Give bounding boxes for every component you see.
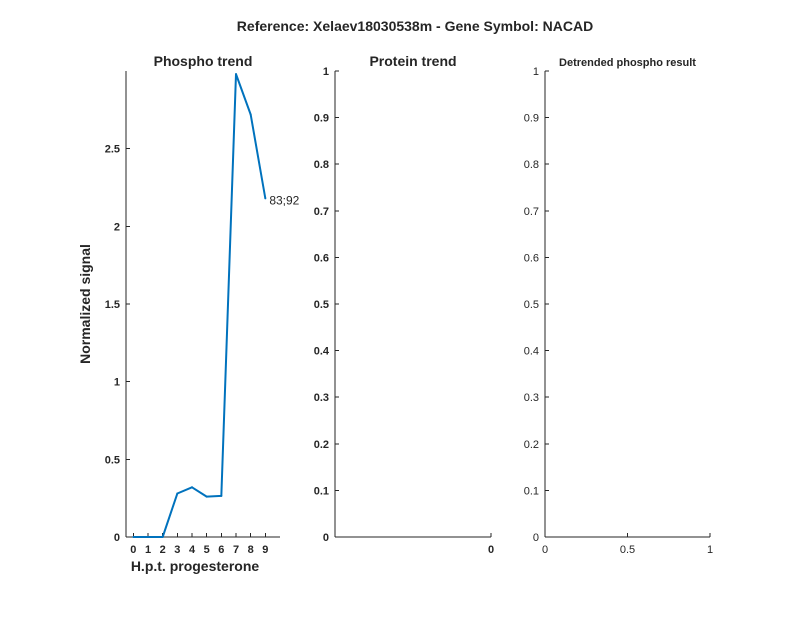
data-point — [220, 494, 223, 497]
y-tick-label: 0.1 — [314, 485, 329, 497]
x-tick-label: 0 — [542, 544, 548, 556]
x-tick-label: 9 — [262, 544, 268, 556]
x-axis-label: H.p.t. progesterone — [131, 558, 260, 574]
y-tick-label: 0.9 — [314, 113, 329, 125]
y-tick-label: 0.7 — [524, 206, 539, 218]
y-tick-label: 0.2 — [314, 439, 329, 451]
y-tick-label: 0.5 — [105, 454, 120, 466]
y-axis-label: Normalized signal — [77, 244, 93, 364]
y-tick-label: 0 — [323, 532, 329, 544]
data-point — [249, 113, 252, 116]
y-tick-label: 2.5 — [105, 144, 120, 156]
y-tick-label: 2 — [114, 221, 120, 233]
x-tick-label: 8 — [248, 544, 254, 556]
x-tick-label: 2 — [160, 544, 166, 556]
data-point — [161, 536, 164, 538]
axes-3: Detrended phospho result 0 0.1 0.2 0.3 0.4 0.5… — [524, 57, 713, 556]
x-tick-label: 4 — [189, 544, 196, 556]
series-end-label: 83;92 — [269, 193, 299, 207]
data-point — [235, 73, 237, 76]
y-tick-label: 1.5 — [105, 299, 120, 311]
y-tick-label: 0 — [114, 532, 120, 544]
series-line — [133, 73, 267, 538]
y-tick-label: 1 — [114, 377, 120, 389]
axes-title: Detrended phospho result — [559, 57, 696, 69]
x-tick-label: 1 — [145, 544, 151, 556]
y-tick-label: 0.7 — [314, 206, 329, 218]
y-tick-label: 0.9 — [524, 113, 539, 125]
figure-title: Reference: Xelaev18030538m - Gene Symbol… — [237, 18, 593, 34]
x-tick-label: 6 — [218, 544, 224, 556]
x-tick-label: 0 — [130, 544, 136, 556]
axes-title: Protein trend — [369, 53, 456, 69]
y-tick-label: 0.4 — [524, 346, 539, 358]
data-point — [191, 486, 193, 489]
data-point — [132, 536, 135, 538]
y-tick-label: 0.6 — [314, 252, 329, 264]
data-point — [176, 492, 179, 495]
x-tick-label: 1 — [707, 544, 713, 556]
y-tick-label: 0.3 — [314, 392, 329, 404]
y-tick-label: 0.3 — [524, 392, 539, 404]
y-tick-label: 0 — [533, 532, 539, 544]
y-tick-label: 0.6 — [524, 252, 539, 264]
x-tick-label: 0 — [488, 544, 494, 556]
x-tick-label: 5 — [204, 544, 210, 556]
y-tick-label: 0.5 — [314, 299, 329, 311]
data-point — [264, 197, 267, 200]
x-tick-label: 7 — [233, 544, 239, 556]
axes-2: Protein trend 0 0.1 0.2 0.3 0.4 0.5 0.6 0.7 0.8 0.… — [314, 53, 494, 556]
y-tick-label: 0.4 — [314, 346, 330, 358]
axes-title: Phospho trend — [154, 53, 253, 69]
data-point — [205, 495, 208, 498]
y-tick-label: 0.8 — [314, 159, 329, 171]
y-tick-label: 0.8 — [524, 159, 539, 171]
x-tick-label: 0.5 — [620, 544, 635, 556]
y-tick-label: 0.2 — [524, 439, 539, 451]
y-tick-label: 0.1 — [524, 485, 539, 497]
y-tick-label: 0.5 — [524, 299, 539, 311]
y-tick-label: 1 — [533, 66, 539, 78]
x-tick-label: 3 — [174, 544, 180, 556]
y-tick-label: 1 — [323, 66, 329, 78]
